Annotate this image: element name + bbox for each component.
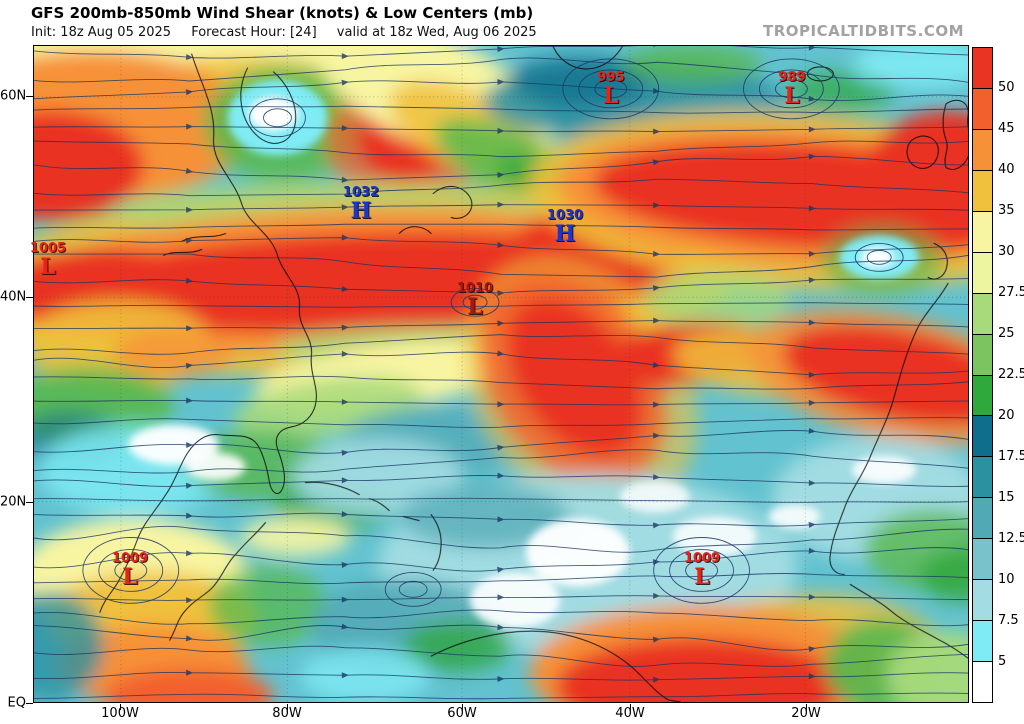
colorbar-tick-label: 35 bbox=[998, 203, 1015, 218]
lat-tick-label-20n: 20N bbox=[0, 494, 27, 510]
colorbar-segment bbox=[973, 87, 992, 129]
colorbar-segment bbox=[973, 620, 992, 662]
colorbar-segment bbox=[973, 374, 992, 416]
colorbar-tick-label: 50 bbox=[998, 80, 1015, 95]
low-center-marker: 995 L bbox=[597, 71, 624, 107]
colorbar-segment bbox=[973, 251, 992, 293]
streamlines-layer bbox=[34, 46, 968, 700]
lon-tick-label-20w: 20W bbox=[791, 706, 821, 721]
lat-tick bbox=[26, 96, 33, 97]
colorbar-segment bbox=[973, 661, 992, 702]
colorbar-segment bbox=[973, 292, 992, 334]
lon-tick-label-80w: 80W bbox=[272, 706, 302, 721]
colorbar-tick-label: 27.5 bbox=[998, 285, 1024, 300]
colorbar-tick-label: 22.5 bbox=[998, 367, 1024, 382]
colorbar-segment bbox=[973, 538, 992, 580]
low-center-marker: 989 L bbox=[778, 71, 805, 107]
high-center-marker: 1032 H bbox=[343, 186, 379, 222]
low-letter: L bbox=[603, 83, 619, 109]
high-pressure-value: 1032 bbox=[342, 185, 380, 200]
lat-tick-label-40n: 40N bbox=[0, 289, 27, 305]
lat-tick bbox=[26, 297, 33, 298]
lon-tick-label-60w: 60W bbox=[447, 706, 477, 721]
colorbar-tick-label: 10 bbox=[998, 572, 1015, 587]
colorbar-tick-label: 25 bbox=[998, 326, 1015, 341]
low-letter: L bbox=[122, 564, 138, 590]
watermark: TROPICALTIDBITS.COM bbox=[763, 22, 964, 40]
low-center-marker: 1005 L bbox=[30, 242, 66, 278]
low-letter: L bbox=[694, 564, 710, 590]
high-pressure-value: 1030 bbox=[546, 208, 584, 223]
low-center-marker: 1009 L bbox=[112, 552, 148, 588]
colorbar-segment bbox=[973, 456, 992, 498]
high-letter: H bbox=[350, 198, 372, 224]
colorbar-segment bbox=[973, 128, 992, 170]
low-letter: L bbox=[784, 83, 800, 109]
circulation-swirls-layer bbox=[82, 58, 904, 607]
high-center-marker: 1030 H bbox=[547, 209, 583, 245]
colorbar-segment bbox=[973, 48, 992, 88]
init-time: Init: 18z Aug 05 2025 bbox=[31, 25, 172, 40]
colorbar-segment bbox=[973, 579, 992, 621]
valid-time: valid at 18z Wed, Aug 06 2025 bbox=[336, 25, 537, 40]
colorbar-tick-label: 20 bbox=[998, 408, 1015, 423]
shear-map-graphic bbox=[34, 46, 968, 702]
lat-tick bbox=[26, 502, 33, 503]
colorbar-segment bbox=[973, 415, 992, 457]
low-pressure-value: 1010 bbox=[456, 281, 494, 296]
low-center-marker: 1009 L bbox=[684, 552, 720, 588]
lat-tick-label-eq: EQ bbox=[7, 695, 26, 711]
lon-tick bbox=[287, 704, 288, 710]
lon-tick bbox=[120, 704, 121, 710]
lon-tick bbox=[630, 704, 631, 710]
lon-tick-label-100w: 100W bbox=[101, 706, 139, 721]
lat-tick-label-60n: 60N bbox=[0, 88, 27, 104]
colorbar bbox=[972, 47, 993, 703]
low-pressure-value: 995 bbox=[597, 70, 625, 85]
low-center-marker: 1010 L bbox=[457, 282, 493, 318]
colorbar-tick-label: 12.5 bbox=[998, 531, 1024, 546]
lon-tick bbox=[462, 704, 463, 710]
forecast-hour: Forecast Hour: [24] bbox=[191, 25, 317, 40]
low-pressure-value: 1009 bbox=[683, 551, 721, 566]
low-letter: L bbox=[467, 294, 483, 320]
colorbar-tick-label: 17.5 bbox=[998, 449, 1024, 464]
colorbar-tick-label: 7.5 bbox=[998, 613, 1019, 628]
colorbar-segment bbox=[973, 333, 992, 375]
subtitle: Init: 18z Aug 05 2025 Forecast Hour: [24… bbox=[31, 25, 553, 40]
colorbar-segment bbox=[973, 497, 992, 539]
low-pressure-value: 1005 bbox=[29, 241, 67, 256]
lon-tick-label-40w: 40W bbox=[615, 706, 645, 721]
low-pressure-value: 989 bbox=[778, 70, 806, 85]
colorbar-segment bbox=[973, 210, 992, 252]
lon-tick bbox=[806, 704, 807, 710]
colorbar-tick-label: 45 bbox=[998, 121, 1015, 136]
colorbar-tick-label: 15 bbox=[998, 490, 1015, 505]
colorbar-tick-label: 40 bbox=[998, 162, 1015, 177]
colorbar-tick-label: 30 bbox=[998, 244, 1015, 259]
colorbar-segment bbox=[973, 169, 992, 211]
low-letter: L bbox=[40, 254, 56, 280]
high-letter: H bbox=[554, 221, 576, 247]
lat-tick bbox=[26, 703, 33, 704]
colorbar-tick-label: 5 bbox=[998, 654, 1007, 669]
shear-map bbox=[33, 45, 969, 703]
low-pressure-value: 1009 bbox=[111, 551, 149, 566]
page-title: GFS 200mb-850mb Wind Shear (knots) & Low… bbox=[31, 4, 534, 22]
